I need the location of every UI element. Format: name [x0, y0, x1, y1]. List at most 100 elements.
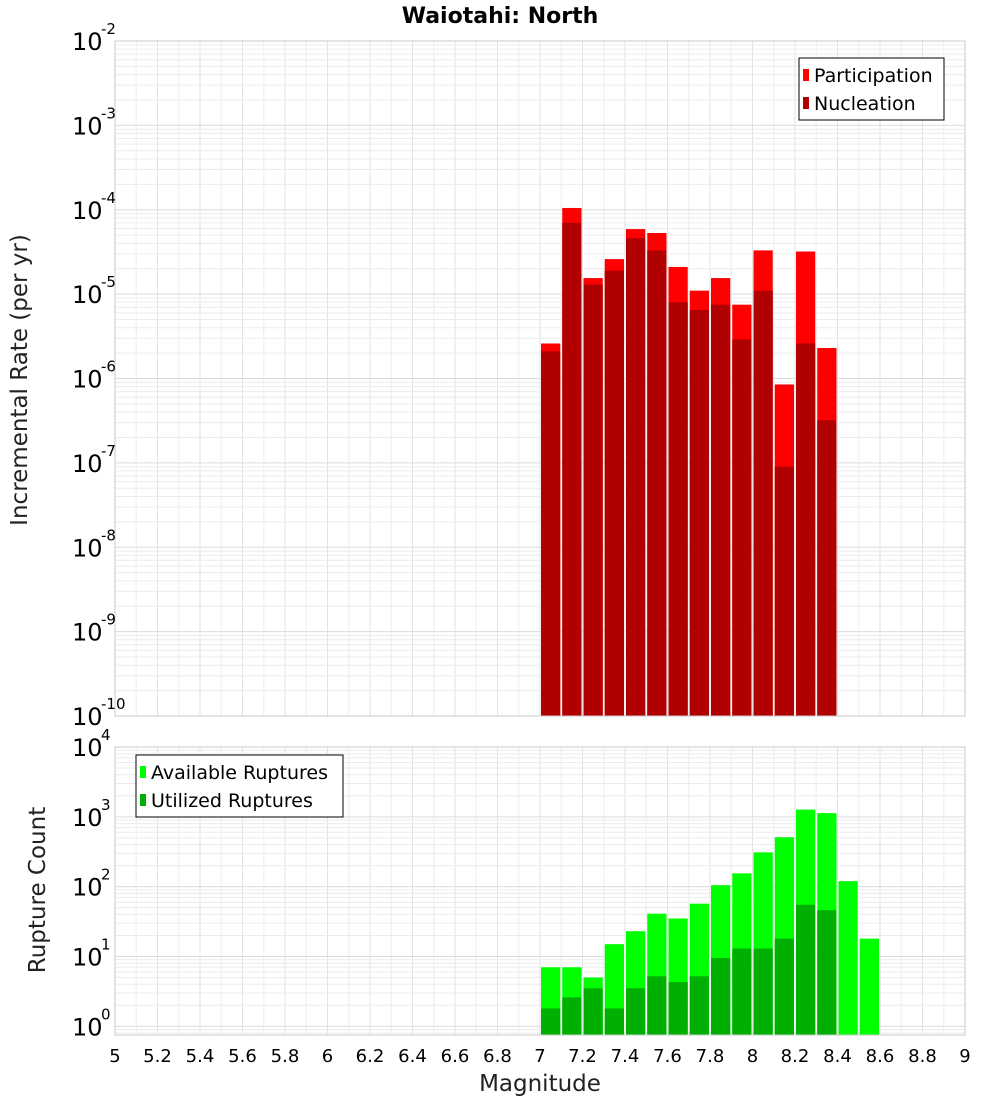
x-ticks: 5 5.2 5.4 5.6 5.8 6 6.2 6.4 6.6 6.8 7 7.2 7.4 7.6 7.8 8… [109, 1046, 970, 1067]
bar-utilized-ruptures [541, 1008, 561, 1035]
x-tick-label: 9 [959, 1046, 970, 1067]
bar-nucleation [562, 222, 582, 716]
bar-utilized-ruptures [774, 938, 794, 1035]
bar-available-ruptures [838, 881, 858, 1035]
bar-utilized-ruptures [647, 976, 667, 1035]
bar-utilized-ruptures [626, 988, 646, 1035]
x-tick-label: 7.6 [653, 1046, 682, 1067]
x-tick-label: 8 [747, 1046, 758, 1067]
y-tick-exponent: 2 [101, 866, 111, 884]
y-tick-exponent: 4 [101, 726, 111, 744]
top-plot-frame [114, 40, 966, 717]
y-tick-exponent: -8 [101, 526, 116, 544]
y-tick-label: 10 [72, 943, 103, 971]
legend-swatch [803, 97, 809, 109]
bar-available-ruptures [859, 938, 879, 1035]
x-tick-label: 8.2 [781, 1046, 810, 1067]
x-tick-label: 6 [322, 1046, 333, 1067]
x-axis-label: Magnitude [479, 1071, 601, 1097]
x-tick-label: 5 [109, 1046, 120, 1067]
y-tick-exponent: -2 [101, 20, 116, 38]
bar-nucleation [796, 343, 816, 716]
bar-nucleation [626, 238, 646, 716]
bar-nucleation [541, 351, 561, 716]
bottom-plot-border [114, 746, 966, 1036]
x-tick-label: 5.6 [228, 1046, 257, 1067]
y-tick-label: 10 [72, 281, 103, 309]
y-tick-exponent: -6 [101, 358, 116, 376]
chart-title: Waiotahi: North [402, 4, 599, 29]
bar-nucleation [689, 309, 709, 716]
y-tick-label: 10 [72, 28, 103, 56]
legend-box [798, 57, 945, 121]
y-tick-label: 10 [72, 874, 103, 902]
bar-nucleation [753, 290, 773, 716]
bar-nucleation [774, 466, 794, 716]
x-tick-label: 8.6 [866, 1046, 895, 1067]
x-tick-label: 5.8 [271, 1046, 300, 1067]
legend-box [135, 754, 344, 818]
bar-utilized-ruptures [583, 988, 603, 1035]
x-tick-label: 8.4 [823, 1046, 852, 1067]
y-tick-label: 10 [72, 1013, 103, 1041]
y-tick-exponent: -3 [101, 104, 116, 122]
y-tick-exponent: 3 [101, 796, 111, 814]
y-tick-exponent: -7 [101, 442, 116, 460]
y-tick-exponent: 0 [101, 1005, 111, 1023]
x-tick-label: 6.6 [441, 1046, 470, 1067]
bar-utilized-ruptures [753, 948, 773, 1035]
legend-swatch [140, 794, 146, 806]
y-tick-exponent: -10 [101, 695, 126, 713]
y-tick-label: 10 [72, 366, 103, 394]
top-y-axis-label: Incremental Rate (per yr) [7, 234, 33, 526]
bottom-bars [541, 809, 879, 1035]
x-tick-label: 6.8 [483, 1046, 512, 1067]
legend-swatch [803, 69, 809, 81]
legend-swatch [140, 766, 146, 778]
x-tick-label: 5.4 [186, 1046, 215, 1067]
bar-nucleation [817, 420, 837, 716]
bar-utilized-ruptures [711, 958, 731, 1035]
x-tick-label: 8.8 [908, 1046, 937, 1067]
bar-nucleation [711, 304, 731, 716]
bar-nucleation [604, 270, 624, 716]
bar-nucleation [647, 250, 667, 717]
bar-nucleation [668, 302, 688, 716]
x-tick-label: 7.2 [568, 1046, 597, 1067]
top-bars [541, 207, 837, 717]
bottom-plot-frame [114, 746, 966, 1036]
y-tick-label: 10 [72, 619, 103, 647]
legend-label: Available Ruptures [151, 762, 328, 784]
legend-label: Utilized Ruptures [151, 790, 313, 812]
bar-utilized-ruptures [689, 976, 709, 1035]
bar-utilized-ruptures [796, 904, 816, 1035]
x-tick-label: 7 [534, 1046, 545, 1067]
bar-utilized-ruptures [668, 982, 688, 1035]
legend-label: Nucleation [814, 93, 916, 115]
y-tick-label: 10 [72, 112, 103, 140]
bar-utilized-ruptures [562, 997, 582, 1035]
bar-utilized-ruptures [817, 910, 837, 1035]
bar-utilized-ruptures [604, 1008, 624, 1035]
y-tick-label: 10 [72, 734, 103, 762]
x-tick-label: 7.8 [696, 1046, 725, 1067]
x-tick-label: 5.2 [143, 1046, 172, 1067]
bottom-legend: Available Ruptures Utilized Ruptures [135, 754, 344, 818]
bar-nucleation [583, 284, 603, 716]
x-tick-label: 6.2 [356, 1046, 385, 1067]
top-plot-border [114, 40, 966, 717]
legend-label: Participation [814, 65, 933, 87]
top-grid [114, 40, 966, 717]
x-tick-label: 7.4 [611, 1046, 640, 1067]
y-tick-label: 10 [72, 703, 103, 731]
y-tick-label: 10 [72, 804, 103, 832]
y-tick-label: 10 [72, 450, 103, 478]
y-tick-exponent: 1 [101, 935, 111, 953]
x-tick-label: 6.4 [398, 1046, 427, 1067]
bottom-y-axis-label: Rupture Count [25, 807, 51, 973]
bar-utilized-ruptures [732, 948, 752, 1035]
